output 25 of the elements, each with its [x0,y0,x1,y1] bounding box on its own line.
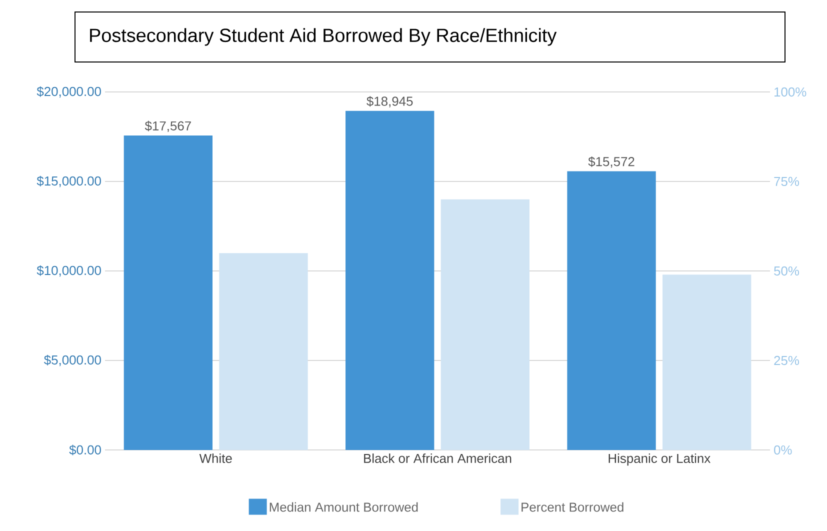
bar [219,253,308,450]
y-tick-label: $0.00 [69,444,101,456]
data-label: $18,945 [366,96,413,108]
y2-tick-label: 75% [774,176,799,186]
y-tick-label: $10,000.00 [36,265,101,277]
data-label: $15,572 [588,156,634,168]
legend-label: Median Amount Borrowed [270,502,418,512]
bar [567,171,656,450]
bar [440,199,530,450]
y2-tick-label: 100% [774,87,806,97]
bar [124,136,213,450]
x-tick-label: White [199,454,232,464]
x-tick-label: Hispanic or Latinx [608,454,710,466]
data-label: $17,567 [144,120,191,132]
y-tick-label: $20,000.00 [36,86,101,98]
y2-tick-label: 0% [774,445,792,455]
chart-title: Postsecondary Student Aid Borrowed By Race/Ethnicity [90,28,557,46]
y-tick-label: $5,000.00 [44,354,101,366]
legend-label: Percent Borrowed [522,502,624,512]
y-tick-label: $15,000.00 [36,176,101,188]
bar [662,274,752,450]
bar [346,110,434,450]
y2-tick-label: 25% [774,356,799,366]
x-tick-label: Black or African American [364,454,512,464]
y2-tick-label: 50% [774,266,799,276]
